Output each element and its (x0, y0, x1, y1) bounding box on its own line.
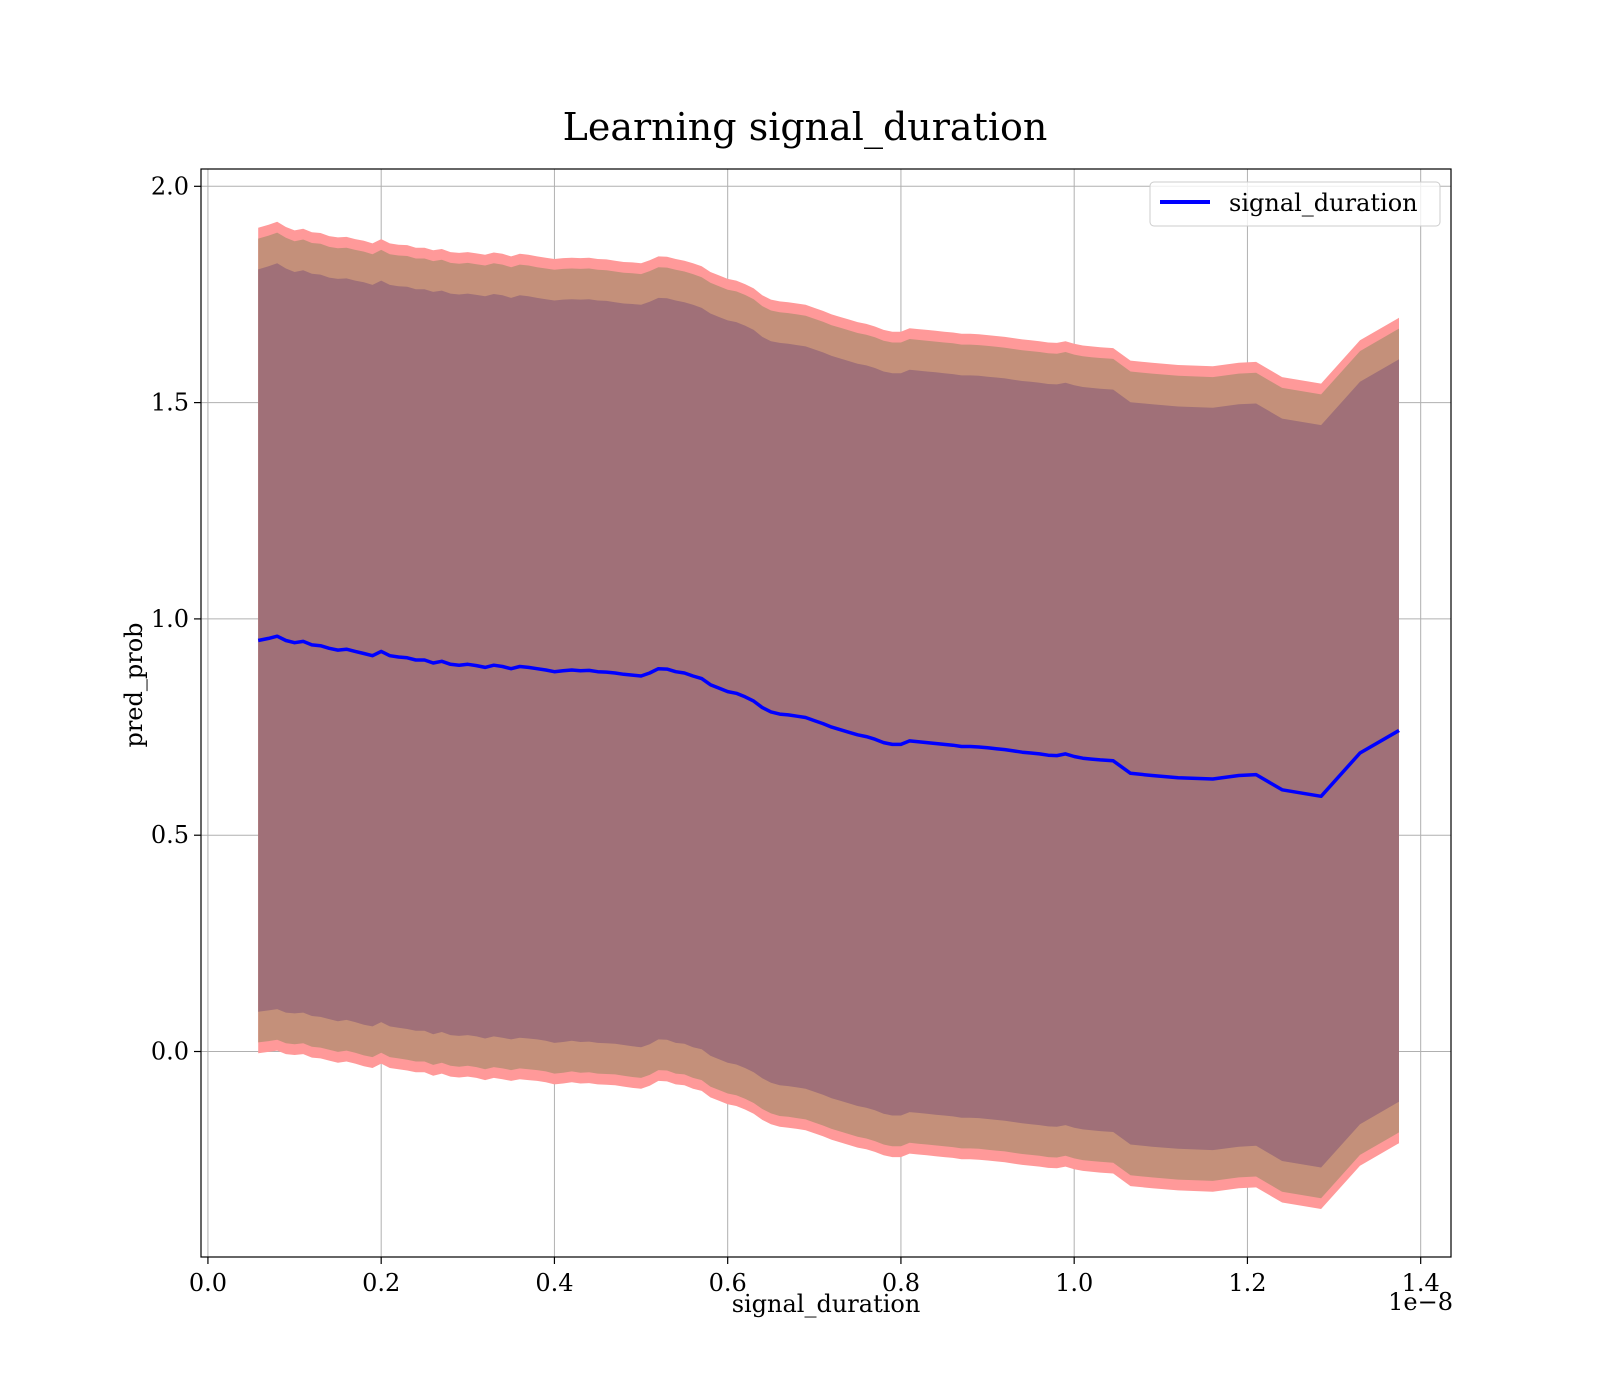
y-axis-ticks: 0.0 0.5 1.0 1.5 2.0 (151, 172, 201, 1066)
legend: signal_duration (1149, 181, 1441, 227)
x-tick-label-0: 0.0 (189, 1269, 227, 1297)
chart-title: Learning signal_duration (563, 105, 1048, 150)
series-line-signal-duration (257, 634, 1400, 799)
y-axis-label: pred_prob (120, 622, 148, 747)
x-axis-label: signal_duration (732, 1290, 921, 1318)
x-tick-label-7: 1.4 (1402, 1269, 1440, 1297)
y-tick-label-4: 2.0 (151, 172, 189, 200)
y-tick-label-2: 1.0 (151, 605, 189, 633)
x-tick-label-1: 0.2 (362, 1269, 400, 1297)
series-line-layer (257, 634, 1400, 799)
band-inner (258, 263, 1400, 1168)
y-tick-label-3: 1.5 (151, 389, 189, 417)
confidence-bands (258, 221, 1400, 1210)
legend-label-signal-duration: signal_duration (1229, 189, 1418, 217)
x-tick-label-6: 1.2 (1228, 1269, 1266, 1297)
x-tick-label-2: 0.4 (535, 1269, 573, 1297)
plot-frame (200, 168, 1452, 1258)
x-axis-offset-label: 1e−8 (1388, 1288, 1453, 1316)
legend-box (1149, 181, 1441, 227)
x-tick-label-5: 1.0 (1055, 1269, 1093, 1297)
x-axis-ticks: 0.0 0.2 0.4 0.6 0.8 1.0 1.2 1.4 (189, 1257, 1440, 1297)
y-tick-label-0: 0.0 (151, 1038, 189, 1066)
x-tick-label-4: 0.8 (882, 1269, 920, 1297)
x-tick-label-3: 0.6 (709, 1269, 747, 1297)
y-tick-label-1: 0.5 (151, 821, 189, 849)
